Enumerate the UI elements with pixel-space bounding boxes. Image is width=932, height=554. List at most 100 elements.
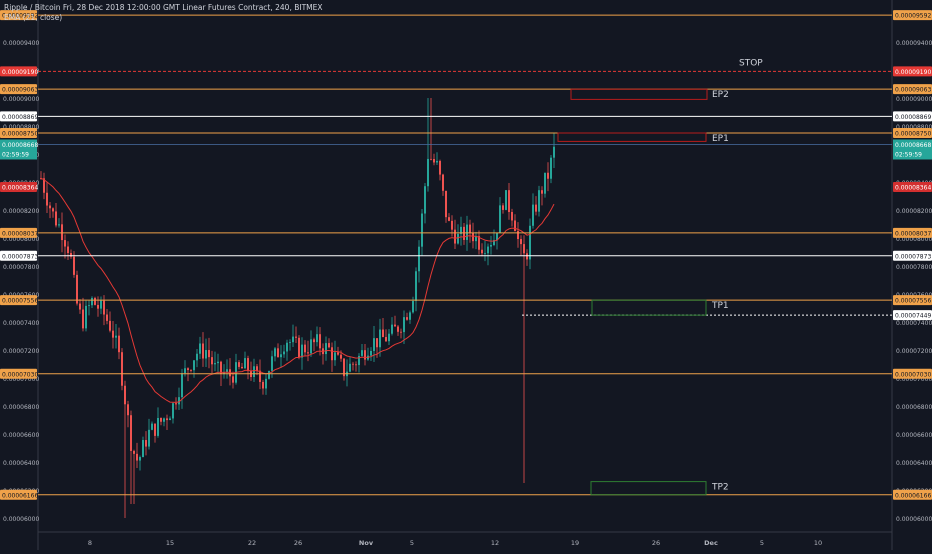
candle-body [493, 240, 495, 245]
candle-body [304, 344, 306, 353]
candle-body [499, 205, 501, 233]
candle-body [421, 213, 423, 247]
candle-body [475, 236, 477, 242]
candle-body [490, 244, 492, 247]
candle-body [262, 381, 264, 389]
price-tick-right: 0.00007200 [896, 348, 932, 355]
candle-body [385, 337, 387, 342]
price-tick-right: 0.00006000 [896, 516, 932, 523]
candle-body [436, 160, 438, 163]
candle-body [538, 190, 540, 212]
candle-body [148, 429, 150, 447]
candle-body [154, 423, 156, 436]
price-level-tag-right [893, 310, 932, 321]
price-level-label-left: 0.00008750 [2, 131, 38, 138]
price-tick-left: 0.00007800 [3, 264, 39, 271]
candle-body [145, 440, 147, 447]
candle-body [535, 204, 537, 212]
price-level-label-right: 0.00008364 [895, 185, 931, 192]
candle-body [226, 369, 228, 373]
candle-body [157, 417, 159, 436]
price-tick-left: 0.00009400 [3, 40, 39, 47]
candle-body [307, 352, 309, 354]
price-tick-left: 0.00007000 [3, 376, 39, 383]
candle-body [199, 343, 201, 354]
price-level-tag-left [0, 128, 37, 138]
price-level-tag-left [0, 182, 37, 193]
candle-body [169, 418, 171, 421]
candle-body [136, 453, 138, 461]
candle-body [547, 172, 549, 179]
price-tick-right: 0.00009000 [896, 96, 932, 103]
price-level-tag-right [893, 128, 932, 138]
candle-body [334, 352, 336, 361]
price-level-tag-right [893, 250, 932, 261]
candle-body [205, 350, 207, 359]
candle-body [325, 343, 327, 355]
candle-body [358, 355, 360, 366]
price-level-label-right: 0.00008037 [895, 230, 931, 237]
plot-background [38, 0, 892, 532]
candle-body [202, 343, 204, 359]
price-level-label-left: 0.00009190 [2, 69, 38, 76]
time-tick-label: Dec [704, 539, 718, 547]
candle-body [529, 225, 531, 260]
candle-body [139, 457, 141, 461]
candle-body [310, 339, 312, 354]
price-level-label-right: 0.00006166 [895, 492, 931, 499]
price-tick-left: 0.00006800 [3, 404, 39, 411]
time-tick-label: 5 [410, 539, 414, 547]
time-tick-label: 19 [571, 539, 579, 547]
candle-body [121, 352, 123, 386]
candle-body [187, 368, 189, 371]
candle-body [256, 366, 258, 371]
price-tick-left: 0.00006000 [3, 516, 39, 523]
price-level-label-right: 0.00009190 [895, 69, 931, 76]
candle-body [445, 190, 447, 218]
candle-body [511, 212, 513, 221]
candle-body [442, 174, 444, 191]
price-tick-right: 0.00007000 [896, 376, 932, 383]
candle-body [124, 385, 126, 405]
price-level-tag-left [0, 227, 37, 238]
candle-body [151, 423, 153, 430]
price-level-tag-right [893, 10, 932, 21]
candle-body [265, 378, 267, 389]
price-level-tag-left [0, 84, 37, 95]
candle-body [415, 271, 417, 301]
candle-body [97, 304, 99, 309]
candle-body [181, 373, 183, 398]
take-profit-box [590, 481, 707, 496]
price-level-label-right: 0.00007556 [895, 298, 931, 305]
candle-body [313, 339, 315, 343]
last-price-label-left: 0.00008668 [2, 142, 38, 149]
candle-body [253, 366, 255, 377]
price-level-label-left: 0.00008364 [2, 185, 38, 192]
price-tick-left: 0.00008800 [3, 124, 39, 131]
price-level-label-left: 0.00007556 [2, 298, 38, 305]
candle-body [142, 440, 144, 458]
candle-body [286, 342, 288, 352]
price-level-label-left: 0.00009063 [2, 87, 38, 94]
candle-body [502, 205, 504, 210]
candle-body [448, 217, 450, 221]
candle-body [319, 334, 321, 349]
candle-body [190, 370, 192, 371]
candle-body [541, 190, 543, 194]
trade-annotations: STOP EP2 EP1 TP1 TP2 [557, 58, 763, 496]
candle-body [289, 342, 291, 343]
candle-body [211, 357, 213, 365]
candle-body [112, 330, 114, 338]
time-tick-label: 26 [294, 539, 302, 547]
candle-body [43, 178, 45, 193]
price-level-label-left: 0.00007030 [2, 371, 38, 378]
candle-body [94, 297, 96, 305]
price-level-tag-left [0, 111, 37, 122]
candle-body [523, 244, 525, 254]
price-level-label-right: 0.00008750 [895, 131, 931, 138]
candle-body [388, 333, 390, 342]
price-tick-right: 0.00006400 [896, 460, 932, 467]
candle-body [349, 363, 351, 372]
